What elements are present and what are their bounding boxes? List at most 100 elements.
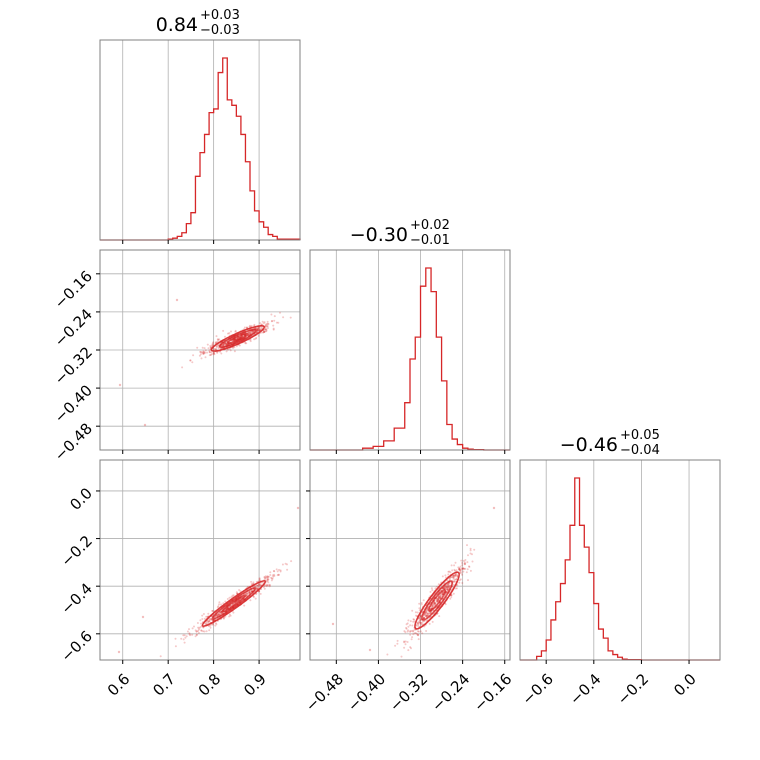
scatter-2-1-xtick-label: −0.48 [302, 670, 347, 715]
scatter-2-1-sample-point [396, 639, 399, 642]
scatter-2-1-sample-point [420, 602, 423, 604]
scatter-2-0-sample-point [196, 622, 199, 624]
scatter-1-0-sample-point [245, 342, 248, 345]
scatter-2-1-sample-point [447, 585, 450, 588]
scatter-1-0-sample-point [223, 343, 226, 346]
scatter-2-0-sample-point [266, 575, 269, 578]
scatter-2-1-sample-point [469, 569, 472, 572]
scatter-2-0-sample-point [245, 592, 248, 595]
scatter-1-0-sample-point [267, 323, 270, 325]
scatter-2-0-sample-point [252, 581, 255, 584]
scatter-2-1-sample-point [462, 567, 464, 570]
scatter-2-0-sample-point [224, 600, 227, 603]
scatter-1-0-sample-point [232, 339, 235, 342]
scatter-2-0-sample-point [174, 637, 177, 640]
scatter-1-0-sample-point [234, 338, 237, 341]
hist-0-title-plus: +0.03 [200, 8, 240, 23]
scatter-2-1-sample-point [436, 599, 439, 602]
scatter-2-0-sample-point [264, 577, 267, 580]
scatter-2-0-sample-point [257, 590, 260, 593]
scatter-1-0-sample-point [217, 347, 220, 350]
scatter-2-1-sample-point [448, 586, 450, 588]
scatter-2-0-sample-point [267, 575, 270, 578]
scatter-2-1-sample-point [469, 552, 472, 555]
scatter-1-0-point-cloud [181, 311, 292, 369]
scatter-2-1-sample-point [447, 570, 450, 573]
scatter-2-1-sample-point [452, 592, 455, 595]
scatter-2-1-sample-point [446, 589, 449, 592]
scatter-1-0-sample-point [213, 353, 216, 356]
scatter-2-1-sample-point [403, 630, 406, 633]
scatter-2-1-sample-point [431, 589, 434, 592]
scatter-2-0-sample-point [256, 587, 259, 590]
scatter-2-0-sample-point [220, 603, 222, 606]
scatter-2-0-sample-point [266, 583, 268, 586]
scatter-2-0-sample-point [206, 622, 209, 625]
scatter-2-0-sample-point [272, 575, 275, 578]
scatter-2-0-sample-point [236, 600, 239, 603]
scatter-1-0-sample-point [236, 338, 239, 341]
scatter-2-1-sample-point [469, 549, 472, 552]
scatter-1-0-sample-point [235, 337, 238, 340]
scatter-1-0-sample-point [220, 352, 223, 355]
scatter-2-1-sample-point [406, 622, 409, 625]
scatter-1-0-sample-point [271, 320, 274, 322]
scatter-2-1-sample-point [447, 585, 449, 588]
scatter-2-0-sample-point [194, 635, 197, 638]
scatter-2-1-sample-point [442, 587, 445, 590]
scatter-2-0-sample-point [258, 579, 261, 582]
scatter-2-1-sample-point [447, 585, 450, 588]
scatter-2-0-sample-point [205, 621, 208, 624]
scatter-2-0-sample-point [276, 570, 279, 573]
scatter-2-0-sample-point [217, 613, 220, 616]
scatter-2-0-sample-point [239, 590, 242, 593]
scatter-2-1-sample-point [456, 574, 459, 577]
scatter-2-0-sample-point [249, 599, 252, 602]
hist-0-frame [99, 39, 301, 241]
scatter-2-0-sample-point [231, 594, 234, 597]
scatter-2-1-sample-point [448, 570, 451, 573]
scatter-1-0-sample-point [235, 338, 238, 341]
scatter-2-0-sample-point [195, 630, 198, 633]
scatter-1-0-sample-point [233, 339, 236, 341]
scatter-2-1-sample-point [416, 611, 419, 614]
scatter-1-0-sample-point [192, 354, 195, 357]
scatter-1-0-sample-point [240, 335, 243, 338]
scatter-2-0-sample-point [255, 588, 258, 591]
scatter-2-1-sample-point [463, 562, 466, 565]
hist-1-frame [309, 249, 511, 451]
scatter-1-0-sample-point [264, 328, 267, 331]
scatter-2-1-sample-point [449, 571, 452, 574]
scatter-2-1-sample-point [418, 620, 421, 623]
scatter-1-0-sample-point [211, 343, 214, 346]
scatter-2-0-sample-point [258, 578, 261, 581]
scatter-2-1-sample-point [453, 564, 456, 567]
scatter-1-0-sample-point [222, 344, 225, 346]
scatter-2-0-sample-point [193, 625, 195, 628]
scatter-2-0-sample-point [269, 571, 272, 574]
scatter-2-0-ytick-label: 0.0 [66, 484, 96, 514]
scatter-2-1-sample-point [429, 612, 432, 615]
scatter-2-1-sample-point [400, 655, 403, 658]
scatter-2-1-sample-point [410, 647, 412, 650]
scatter-2-1-sample-point [448, 584, 451, 587]
scatter-1-0-sample-point [239, 336, 242, 339]
scatter-2-1-sample-point [455, 569, 458, 572]
scatter-1-0-sample-point [227, 332, 229, 335]
scatter-1-0-sample-point [225, 350, 228, 353]
scatter-1-0-sample-point [236, 337, 239, 340]
scatter-2-0-sample-point [270, 576, 273, 579]
hist-1-title-minus: −0.01 [410, 233, 450, 248]
scatter-2-0-sample-point [254, 597, 257, 600]
scatter-2-1-sample-point [458, 567, 461, 570]
scatter-1-0-sample-point [262, 331, 265, 334]
scatter-1-0-sample-point [206, 351, 208, 354]
scatter-2-1-sample-point [447, 583, 449, 586]
scatter-2-0-sample-point [237, 599, 240, 601]
scatter-2-1-sample-point [426, 609, 429, 612]
scatter-2-1-sample-point [464, 567, 467, 570]
scatter-2-0-sample-point [258, 583, 260, 586]
scatter-2-1-sample-point [386, 653, 389, 656]
scatter-2-0-sample-point [257, 584, 260, 587]
scatter-2-0-sample-point [231, 603, 234, 605]
